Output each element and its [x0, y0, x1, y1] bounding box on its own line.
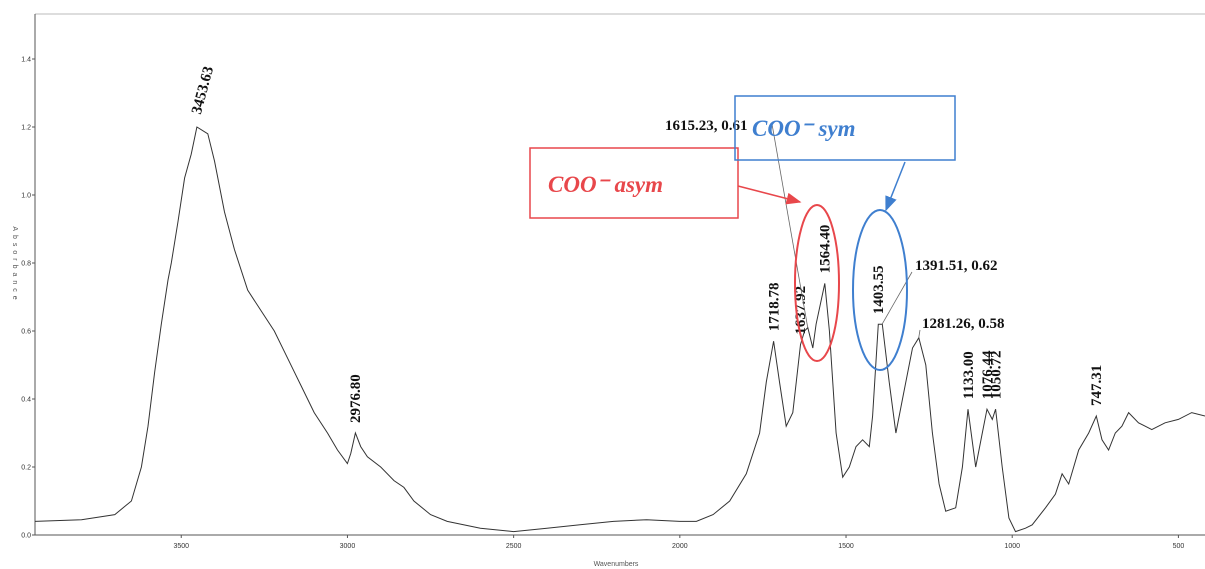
y-tick-label: 1.2	[21, 125, 31, 132]
peak-label: 1076.44	[980, 350, 996, 399]
y-tick-label: 0.0	[21, 533, 31, 540]
peak-label: 1050.72	[988, 350, 1004, 399]
y-tick-label: 0.2	[21, 465, 31, 472]
y-axis-title: Absorbance	[11, 226, 18, 303]
peak-label: 1133.00	[961, 351, 977, 399]
peak-label: 1391.51, 0.62	[915, 258, 998, 274]
callout-box	[529, 147, 739, 219]
peak-label: 1281.26, 0.58	[922, 316, 1005, 332]
callout-ellipse	[852, 209, 908, 371]
peak-label: 3453.63	[189, 65, 217, 116]
peak-label: 2976.80	[348, 374, 364, 423]
x-tick-label: 1500	[838, 543, 854, 550]
x-tick-label: 3500	[173, 543, 189, 550]
callout-text: COO⁻ asym	[548, 172, 663, 197]
x-tick-label: 2000	[672, 543, 688, 550]
y-tick-label: 1.0	[21, 193, 31, 200]
peak-label: 747.31	[1089, 365, 1105, 406]
x-axis-title: Wavenumbers	[594, 561, 639, 568]
leader-line	[918, 329, 921, 338]
peak-label: 1718.78	[766, 282, 782, 331]
x-tick-label: 3000	[340, 543, 356, 550]
peak-label: 1615.23, 0.61	[665, 118, 748, 134]
callout-arrow	[885, 161, 906, 212]
peak-label: 1403.55	[871, 265, 887, 314]
x-tick-label: 1000	[1004, 543, 1020, 550]
peak-label: 1564.40	[818, 225, 834, 274]
y-tick-label: 0.6	[21, 329, 31, 336]
x-tick-label: 2500	[506, 543, 522, 550]
callout-ellipse	[794, 204, 840, 362]
y-tick-label: 0.4	[21, 397, 31, 404]
leader-line	[771, 123, 809, 328]
callout-text: COO⁻ sym	[752, 116, 856, 141]
callout-arrow	[737, 185, 802, 205]
y-tick-label: 1.4	[21, 57, 31, 64]
spectrum-line	[34, 126, 1205, 533]
x-tick-label: 500	[1173, 543, 1185, 550]
callout-box	[734, 95, 956, 161]
y-tick-label: 0.8	[21, 261, 31, 268]
